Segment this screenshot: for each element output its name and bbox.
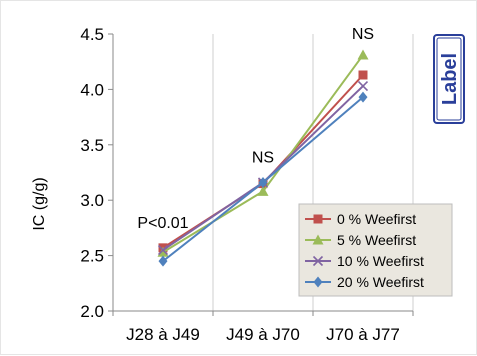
legend-marker: [313, 276, 323, 288]
y-tick-label: 2.0: [80, 302, 104, 321]
legend-label: 10 % Weefirst: [337, 253, 424, 269]
legend-label: 20 % Weefirst: [337, 274, 424, 290]
x-tick-label: J70 à J77: [326, 325, 400, 344]
label-stamp: Label: [433, 34, 465, 124]
y-tick-label: 4.5: [80, 25, 104, 44]
data-point: [357, 49, 369, 60]
data-point: [157, 246, 169, 257]
significance-annotation: NS: [252, 149, 274, 166]
y-tick-label: 3.5: [80, 136, 104, 155]
y-tick-label: 3.0: [80, 191, 104, 210]
significance-annotation: NS: [352, 26, 374, 43]
series-group: [158, 91, 368, 267]
legend-marker: [313, 214, 323, 224]
y-axis-label: IC (g/g): [31, 177, 48, 230]
y-tick-label: 2.5: [80, 247, 104, 266]
significance-annotation: P<0.01: [137, 215, 188, 232]
data-point: [158, 255, 168, 267]
series-lines: [157, 49, 369, 267]
data-point: [358, 70, 368, 80]
data-point: [257, 185, 269, 196]
axes: [108, 33, 414, 316]
data-point: [358, 91, 368, 103]
legend-label: 5 % Weefirst: [337, 232, 416, 248]
x-tick-label: J28 à J49: [126, 325, 200, 344]
legend-entry: 10 % Weefirst: [305, 253, 424, 269]
x-tick-label: J49 à J70: [226, 325, 300, 344]
data-point: [357, 81, 369, 92]
series-group: [157, 49, 369, 257]
data-point: [157, 244, 169, 256]
legend-marker: [312, 234, 324, 245]
data-point: [258, 176, 268, 188]
legend-label: 0 % Weefirst: [337, 211, 416, 227]
legend-entry: 5 % Weefirst: [305, 232, 416, 248]
annotations: P<0.01 NS NS: [137, 26, 374, 232]
legend: 0 % Weefirst 5 % Weefirst 10 % Weefirst 20 …: [298, 203, 453, 297]
tick-labels: 2.0 2.5 3.0 3.5 4.0 4.5 J28 à J49 J49 à J70 J70 …: [80, 25, 400, 344]
y-tick-label: 4.0: [80, 80, 104, 99]
legend-entry: 20 % Weefirst: [305, 274, 424, 290]
legend-marker: [312, 255, 324, 267]
label-stamp-text: Label: [439, 53, 461, 105]
legend-entry: 0 % Weefirst: [305, 211, 416, 227]
